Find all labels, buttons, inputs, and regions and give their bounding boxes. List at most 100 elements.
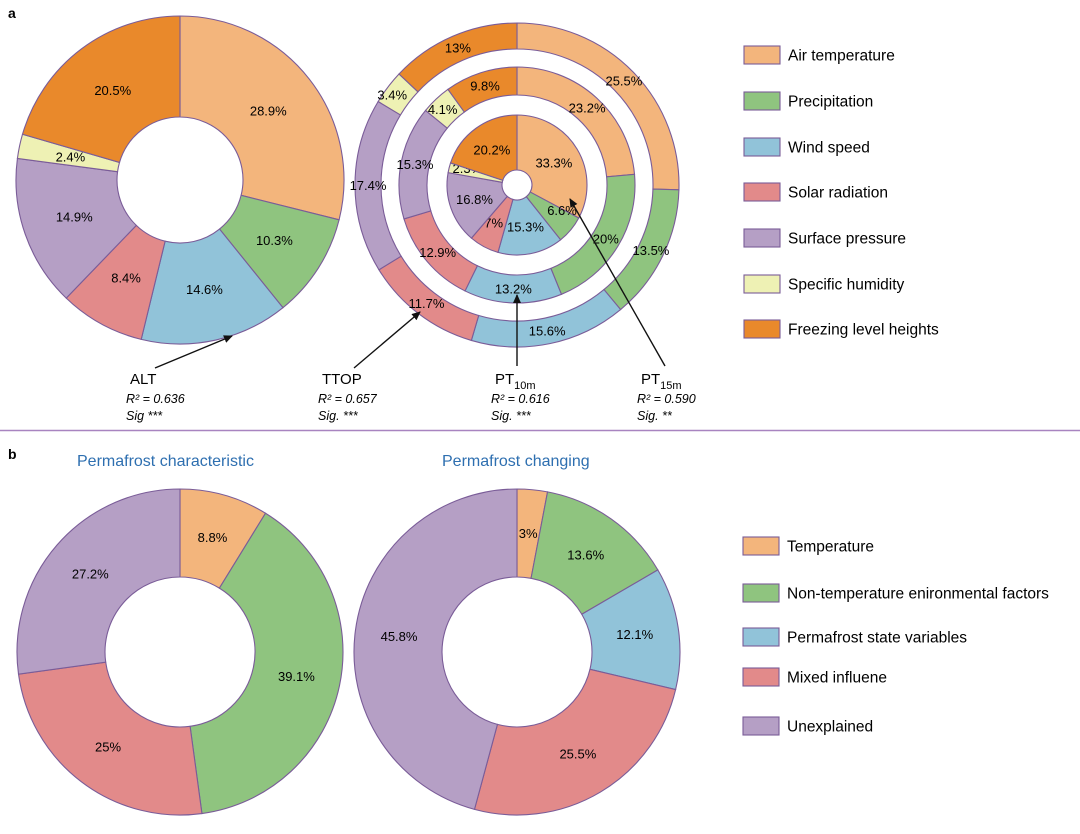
slice-surface-pressure (446, 171, 509, 239)
slice-label: 25.5% (559, 747, 596, 762)
legend-a-swatch (743, 45, 781, 65)
stat-r2: R² = 0.636 (126, 392, 185, 406)
stat-sig: Sig. *** (491, 409, 532, 423)
slice-label: 14.6% (186, 282, 223, 297)
slice-wind-speed (140, 228, 284, 345)
slice-label: 3.4% (377, 88, 407, 103)
legend-b-swatch (742, 627, 780, 647)
legend-a-label: Specific humidity (788, 277, 905, 294)
stat-name: PT15m (641, 371, 682, 392)
legend-panel-b: Temperature Non-temperature enironmental … (742, 536, 1049, 736)
legend-a-swatch (743, 137, 781, 157)
stat-name: PT10m (495, 371, 536, 392)
legend-a-label: Precipitation (788, 94, 873, 111)
slice-label: 12.9% (419, 245, 456, 260)
legend-b-swatch (742, 667, 780, 687)
legend-a-label: Solar radiation (788, 185, 888, 202)
legend-a-swatch (743, 319, 781, 339)
slice-label: 45.8% (381, 629, 418, 644)
ttop-ring: 25.5% 13.5% 15.6% 11.7% 17.4% 3.4% 13% (350, 22, 680, 348)
slice-label: 8.4% (111, 271, 141, 286)
stat-subscript: 10m (514, 380, 535, 392)
legend-a-swatch (743, 274, 781, 294)
slice-freezing-level-heights (21, 15, 181, 164)
arrow-pt15m (569, 198, 666, 367)
slice-freezing-level-heights (398, 22, 518, 93)
panel-b-title-characteristic: Permafrost characteristic (77, 453, 254, 470)
slice-label: 20.5% (94, 83, 131, 98)
donut-charts: 28.9% 10.3% 14.6% 8.4% 14.9% 2.4% 20.5% 25.5% 13… (15, 15, 681, 816)
slice-label: 25% (95, 739, 121, 754)
slice-label: 20.2% (473, 143, 510, 158)
arrow-alt (154, 335, 233, 369)
stat-block: TTOP R² = 0.657 Sig. *** (318, 371, 378, 423)
slice-label: 25.5% (605, 74, 642, 89)
slice-freezing-level-heights (449, 114, 518, 181)
slice-wind-speed (497, 195, 562, 256)
stat-name: ALT (130, 371, 156, 388)
panel-a-letter: a (8, 5, 16, 21)
stat-r2: R² = 0.616 (491, 392, 550, 406)
legend-b-label: Mixed influene (787, 670, 887, 687)
stat-r2: R² = 0.590 (637, 392, 696, 406)
slice-label: 15.6% (529, 323, 566, 338)
model-statistics: ALT R² = 0.636 Sig *** TTOP R² = 0.657 Sig. *… (126, 371, 696, 423)
stat-r2: R² = 0.657 (318, 392, 378, 406)
legend-a-label: Wind speed (788, 140, 870, 157)
slice-label: 4.1% (428, 102, 458, 117)
slice-unexplained (353, 488, 518, 811)
slice-label: 13.6% (567, 547, 604, 562)
slice-mixed-influene (17, 661, 203, 816)
alt-donut: 28.9% 10.3% 14.6% 8.4% 14.9% 2.4% 20.5% (15, 15, 345, 345)
slice-label: 3% (519, 526, 538, 541)
legend-panel-a: Air temperature Precipitation Wind speed So… (743, 45, 939, 339)
slice-label: 27.2% (72, 566, 109, 581)
legend-b-label: Unexplained (787, 719, 873, 736)
slice-air-temperature (516, 114, 588, 219)
legend-b-swatch (742, 536, 780, 556)
changing-donut: 3% 13.6% 12.1% 25.5% 45.8% (353, 488, 681, 816)
slice-label: 15.3% (397, 157, 434, 172)
slice-label: 9.8% (470, 79, 500, 94)
arrow-ttop (353, 311, 421, 369)
slice-unexplained (16, 488, 181, 675)
legend-a-swatch (743, 91, 781, 111)
stat-block: ALT R² = 0.636 Sig *** (126, 371, 185, 423)
legend-a-swatch (743, 228, 781, 248)
slice-air-temperature (179, 15, 345, 221)
legend-b-label: Non-temperature enironmental factors (787, 586, 1049, 603)
slice-label: 23.2% (569, 101, 606, 116)
annotation-arrows (154, 198, 666, 369)
legend-a-label: Freezing level heights (788, 322, 939, 339)
slice-label: 17.4% (350, 178, 387, 193)
slice-non-temperature-enironmental-factors (189, 512, 344, 815)
legend-a-swatch (743, 182, 781, 202)
slice-label: 16.8% (456, 192, 493, 207)
slice-label: 13.2% (495, 281, 532, 296)
stat-sig: Sig *** (126, 409, 163, 423)
stat-subscript: 15m (660, 380, 681, 392)
slice-non-temperature-enironmental-factors (530, 491, 659, 615)
slice-label: 2.4% (56, 149, 86, 164)
slice-label: 15.3% (507, 220, 544, 235)
slice-label: 28.9% (250, 104, 287, 119)
pt10m-ring: 23.2% 20% 13.2% 12.9% 15.3% 4.1% 9.8% (397, 66, 636, 304)
slice-label: 12.1% (616, 627, 653, 642)
slice-label: 8.8% (198, 530, 228, 545)
slice-label: 13% (445, 41, 471, 56)
legend-b-swatch (742, 583, 780, 603)
legend-b-label: Permafrost state variables (787, 630, 967, 647)
slice-label: 10.3% (256, 233, 293, 248)
slice-label: 33.3% (535, 155, 572, 170)
legend-b-label: Temperature (787, 539, 874, 556)
characteristic-donut: 8.8% 39.1% 25% 27.2% (16, 488, 344, 816)
slice-label: 11.7% (409, 296, 445, 311)
legend-a-label: Surface pressure (788, 231, 906, 248)
legend-b-swatch (742, 716, 780, 736)
stat-sig: Sig. *** (318, 409, 359, 423)
stat-sig: Sig. ** (637, 409, 673, 423)
slice-freezing-level-heights (447, 66, 518, 113)
